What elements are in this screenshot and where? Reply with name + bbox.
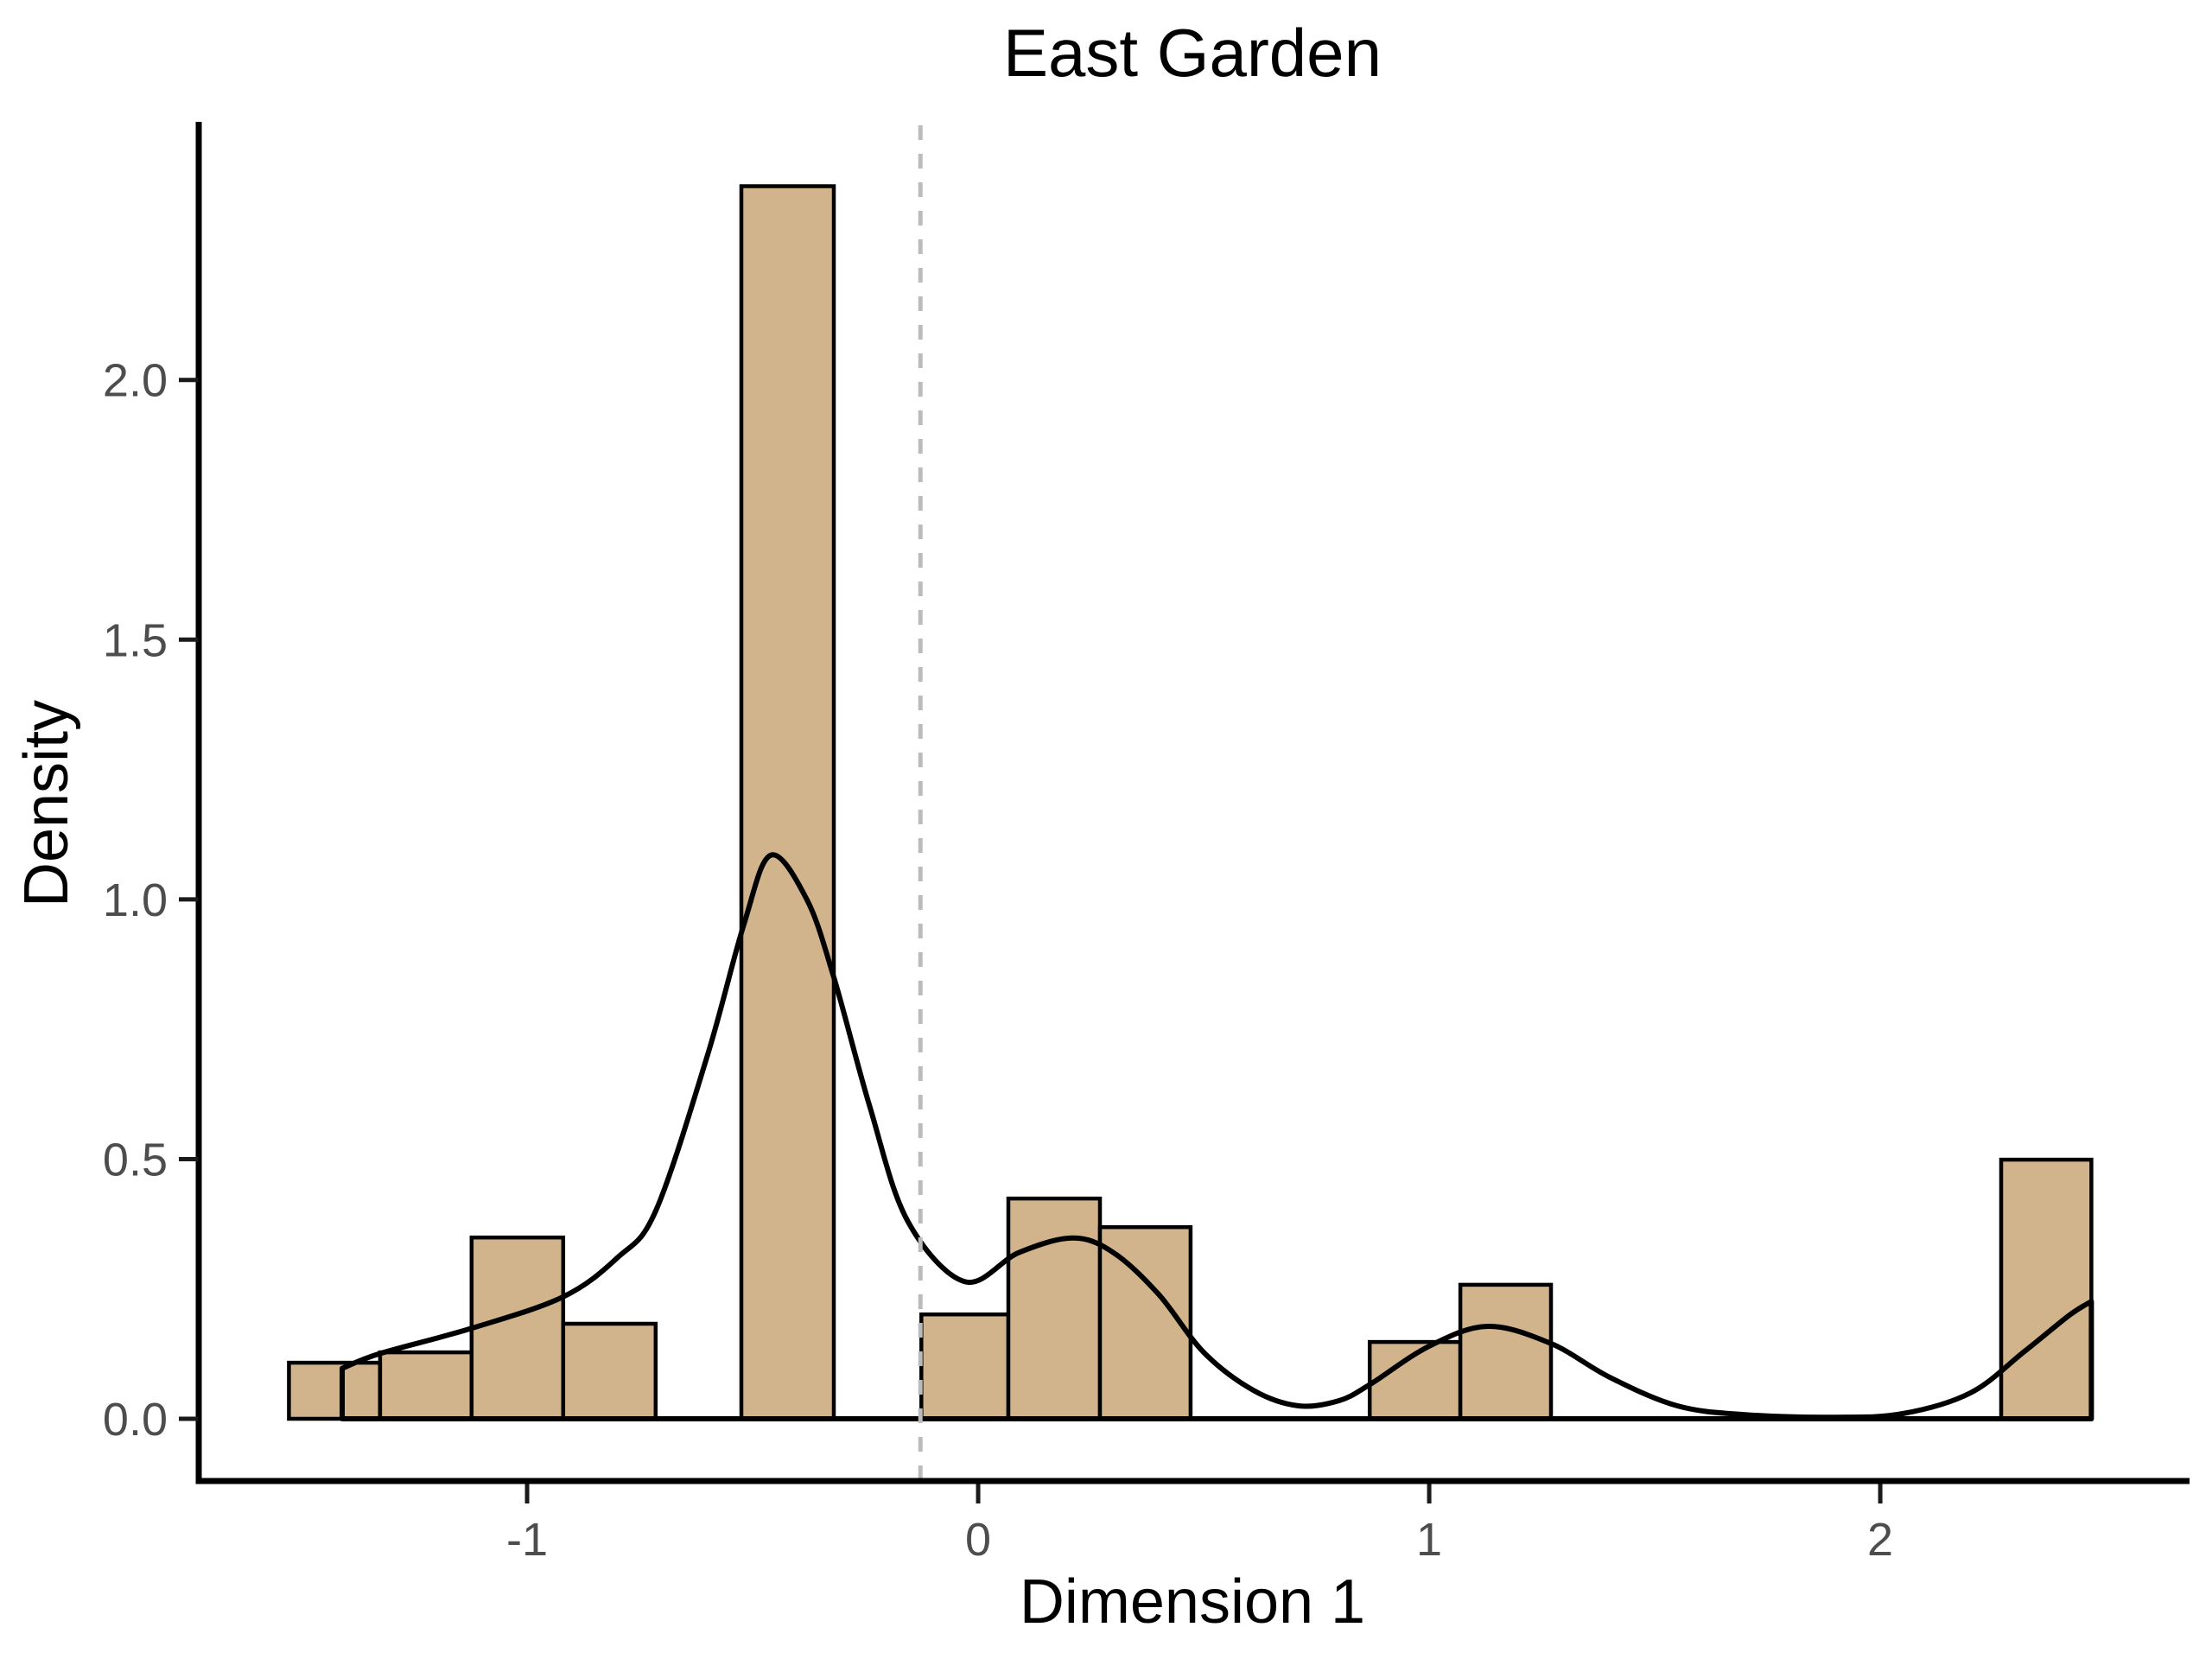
histogram-bar <box>561 1321 658 1421</box>
histogram-bar <box>1006 1196 1103 1421</box>
y-tick-label: 1.5 <box>103 614 168 666</box>
y-tick-label: 0.0 <box>103 1394 168 1446</box>
histogram-bar <box>919 1312 1011 1421</box>
histogram-bar <box>1097 1224 1193 1421</box>
y-tick-label: 0.5 <box>103 1134 168 1185</box>
histogram-bar <box>287 1360 383 1421</box>
histogram-bar <box>1458 1282 1554 1421</box>
x-tick-label: 2 <box>1867 1514 1893 1566</box>
x-axis-title: Dimension 1 <box>1020 1567 1365 1637</box>
x-tick-label: -1 <box>506 1514 548 1566</box>
density-curve <box>340 852 2094 1421</box>
axes: -1 0 1 2 0.0 0.5 1.0 1.5 2.0 <box>103 122 2190 1566</box>
y-tick-label: 2.0 <box>103 355 168 407</box>
x-axis-ticks: -1 0 1 2 <box>506 1484 1893 1566</box>
y-axis-title: Density <box>12 700 81 907</box>
x-tick-label: 1 <box>1416 1514 1442 1566</box>
histogram-bar <box>469 1235 566 1421</box>
histogram-bar <box>739 184 836 1421</box>
x-tick-label: 0 <box>965 1514 991 1566</box>
histogram-bar <box>1999 1157 2094 1421</box>
y-axis-ticks: 0.0 0.5 1.0 1.5 2.0 <box>103 355 199 1446</box>
histogram-bar <box>378 1350 474 1421</box>
plot-title: East Garden <box>1003 15 1382 91</box>
histogram-bars <box>287 184 2094 1421</box>
y-tick-label: 1.0 <box>103 874 168 926</box>
